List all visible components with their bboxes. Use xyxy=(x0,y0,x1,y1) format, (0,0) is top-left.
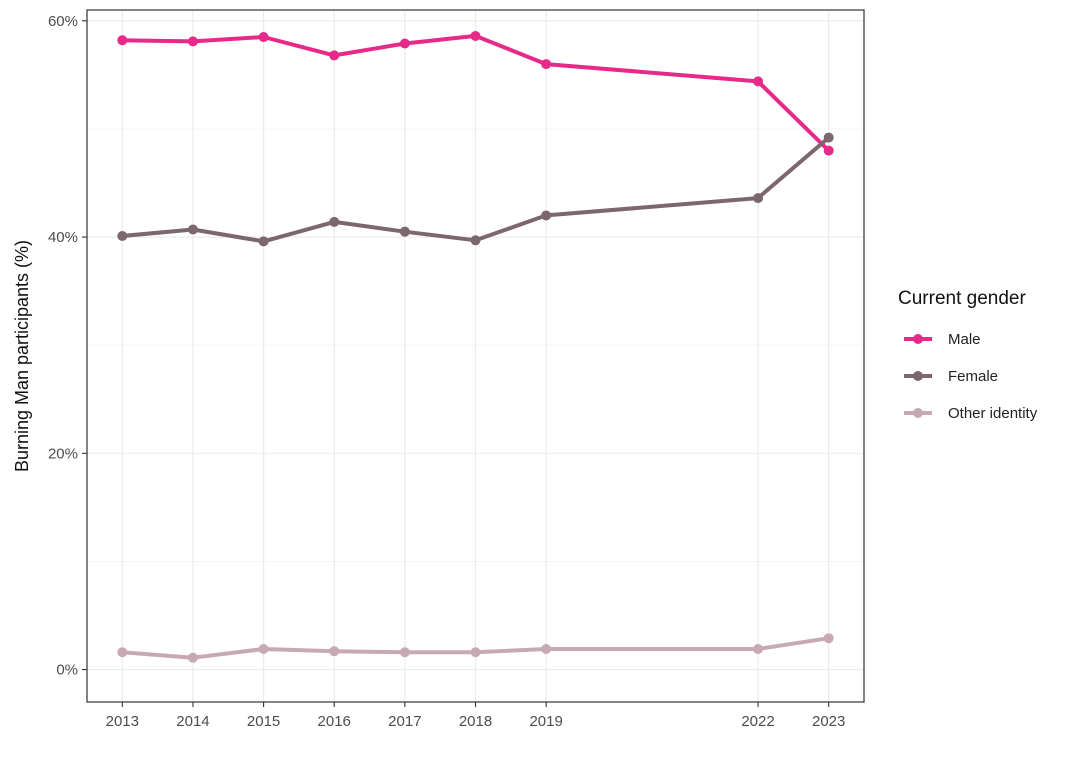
data-point-male xyxy=(753,76,764,87)
data-point-female xyxy=(753,193,764,204)
x-tick-label: 2015 xyxy=(247,713,280,730)
data-point-other-identity xyxy=(541,644,552,655)
x-tick-label: 2014 xyxy=(176,713,209,730)
x-axis: 2013 2014 2015 2016 2017 2018 2019 2022 2023 xyxy=(106,702,845,730)
data-point-female xyxy=(823,132,834,143)
data-point-male xyxy=(329,50,340,61)
grid-lines xyxy=(87,10,864,702)
data-point-other-identity xyxy=(399,647,410,658)
legend-item: Male xyxy=(904,331,981,348)
y-axis-title: Burning Man participants (%) xyxy=(12,240,32,472)
data-point-female xyxy=(329,216,340,227)
data-point-male xyxy=(258,32,269,43)
data-point-female xyxy=(117,230,128,241)
data-point-male xyxy=(541,59,552,70)
data-point-male xyxy=(399,38,410,49)
plot-panel xyxy=(86,9,865,703)
x-tick-label: 2016 xyxy=(318,713,351,730)
legend-label: Other identity xyxy=(948,405,1038,422)
legend-key-point xyxy=(913,408,923,418)
y-tick-label: 40% xyxy=(48,229,78,246)
data-point-other-identity xyxy=(187,652,198,663)
data-point-female xyxy=(187,224,198,235)
series-layer xyxy=(117,30,834,663)
x-tick-label: 2023 xyxy=(812,713,845,730)
data-point-other-identity xyxy=(258,644,269,655)
y-tick-label: 60% xyxy=(48,13,78,30)
data-point-male xyxy=(117,35,128,46)
legend-key-point xyxy=(913,334,923,344)
x-tick-label: 2017 xyxy=(388,713,421,730)
data-point-male xyxy=(823,145,834,156)
series-other-identity xyxy=(117,633,834,663)
legend: Current gender Male Female Other identity xyxy=(898,288,1038,422)
legend-label: Female xyxy=(948,368,998,385)
data-point-other-identity xyxy=(470,647,481,658)
data-point-female xyxy=(541,210,552,221)
data-point-female xyxy=(258,236,269,247)
y-axis: 0% 20% 40% 60% xyxy=(48,13,87,679)
data-point-male xyxy=(187,36,198,47)
series-male xyxy=(117,30,834,156)
y-tick-label: 20% xyxy=(48,445,78,462)
data-point-other-identity xyxy=(823,633,834,644)
x-tick-label: 2013 xyxy=(106,713,139,730)
data-point-female xyxy=(470,235,481,246)
legend-item: Other identity xyxy=(904,405,1038,422)
data-point-female xyxy=(399,226,410,237)
y-tick-label: 0% xyxy=(56,662,78,679)
data-point-other-identity xyxy=(753,644,764,655)
data-point-male xyxy=(470,30,481,41)
legend-item: Female xyxy=(904,368,998,385)
legend-key-point xyxy=(913,371,923,381)
data-point-other-identity xyxy=(329,646,340,657)
legend-label: Male xyxy=(948,331,981,348)
data-point-other-identity xyxy=(117,647,128,658)
x-tick-label: 2019 xyxy=(529,713,562,730)
series-female xyxy=(117,132,834,247)
x-tick-label: 2022 xyxy=(741,713,774,730)
x-tick-label: 2018 xyxy=(459,713,492,730)
legend-title: Current gender xyxy=(898,288,1026,309)
